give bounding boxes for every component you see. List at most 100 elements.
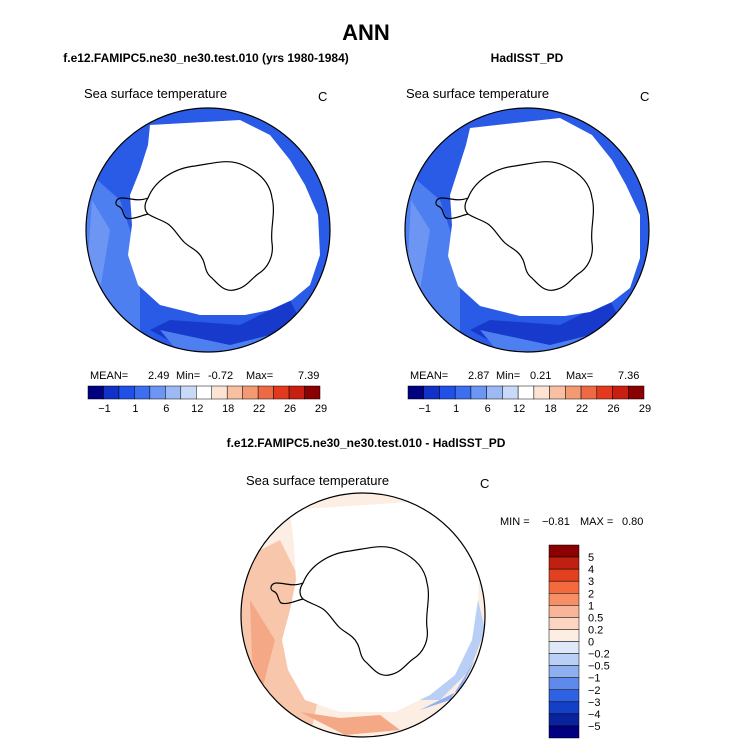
panel-obs-mean-label: MEAN= [410,370,448,382]
panel-diff-variable-label: Sea surface temperature [246,473,389,488]
colorbar-model-swatch [180,385,197,400]
panel-model-mean-label: MEAN= [90,370,128,382]
colorbar-diff-tick-label: 0.2 [588,624,603,636]
colorbar-model-swatch [288,385,305,400]
panel-diff-title: f.e12.FAMIPC5.ne30_ne30.test.010 - HadIS… [227,436,506,450]
colorbar-model-swatch [211,385,228,400]
panel-model-max: 7.39 [298,370,319,382]
colorbar-model-swatch [149,385,166,400]
colorbar-model-tick-label: −1 [98,403,111,415]
colorbar-diff-swatch [548,629,580,642]
colorbar-obs-swatch [423,385,440,400]
colorbar-obs-tick-label: 12 [513,403,525,415]
colorbar-obs-swatch [439,385,456,400]
diff-min-label: MIN = [500,516,530,528]
colorbar-obs-swatch [407,385,424,400]
colorbar-obs-swatch [486,385,503,400]
colorbar-diff-swatch [548,641,580,654]
colorbar-obs-tick-label: −1 [418,403,431,415]
colorbar-diff-swatch [548,653,580,666]
panel-obs-max: 7.36 [618,370,639,382]
colorbar-diff-tick-label: −1 [588,673,601,685]
colorbar-obs-tick-label: 6 [485,403,491,415]
colorbar-model-tick-label: 18 [222,403,234,415]
colorbar-obs-swatch [533,385,550,400]
panel-diff-unit: C [480,476,489,491]
panel-model-title: f.e12.FAMIPC5.ne30_ne30.test.010 (yrs 19… [63,51,349,65]
colorbar-obs-swatch [454,385,472,400]
colorbar-diff-tick-label: 4 [588,564,594,576]
colorbar-model-tick-label: 12 [191,403,203,415]
colorbar-diff-tick-label: −2 [588,685,601,697]
colorbar-model-swatch [118,385,135,400]
colorbar-diff-tick-label: 0.5 [588,612,603,624]
panel-model-mean: 2.49 [148,370,169,382]
colorbar-model-swatch [165,385,182,400]
colorbar-diff-tick-label: 1 [588,600,594,612]
panel-obs-min: 0.21 [530,370,551,382]
colorbar-model-swatch [196,385,212,400]
colorbar-model-swatch [87,385,104,400]
page-title: ANN [342,20,390,45]
panel-obs-mean: 2.87 [468,370,489,382]
colorbar-model-tick-label: 1 [132,403,138,415]
colorbar-obs-tick-label: 26 [607,403,619,415]
colorbar-diff-tick-label: 2 [588,588,594,600]
diff-max: 0.80 [622,516,643,528]
colorbar-obs-tick-label: 29 [639,403,651,415]
panel-obs-min-label: Min= [496,370,520,382]
diff-min: −0.81 [542,516,570,528]
colorbar-obs-swatch [502,385,519,400]
colorbar-model-swatch [257,385,274,400]
colorbar-obs-swatch [517,385,535,400]
colorbar-diff-tick-label: −0.5 [588,661,610,673]
colorbar-obs-swatch [565,385,582,400]
colorbar-model-tick-label: 22 [253,403,265,415]
panel-diff-map [241,493,485,737]
colorbar-obs-tick-label: 22 [576,403,588,415]
panel-model-min-label: Min= [176,370,200,382]
colorbar-model-swatch [273,385,290,400]
panel-obs-title: HadISST_PD [491,51,564,65]
colorbar-diff-tick-label: 0 [588,637,594,649]
colorbar-diff-swatch [548,617,580,630]
colorbar-diff-swatch [548,605,580,618]
panel-model-min: -0.72 [208,370,233,382]
panel-model: f.e12.FAMIPC5.ne30_ne30.test.010 (yrs 19… [63,51,349,415]
panel-model-max-label: Max= [246,370,273,382]
colorbar-obs-swatch [612,385,629,400]
diff-max-label: MAX = [580,516,613,528]
panel-obs-max-label: Max= [566,370,593,382]
colorbar-diff-swatch [548,580,580,594]
colorbar-obs-swatch [628,385,645,400]
panel-model-colorbar: −1 1 6 12 18 22 26 29 [87,385,327,415]
panel-obs: HadISST_PD Sea surface temperature C MEA… [404,51,651,415]
colorbar-obs-swatch [549,385,566,400]
colorbar-diff-tick-label: 5 [588,552,594,564]
colorbar-diff-swatch [548,677,580,690]
colorbar-diff-tick-label: 3 [588,576,594,588]
colorbar-model-tick-label: 26 [284,403,296,415]
colorbar-obs-swatch [470,385,487,400]
colorbar-diff-swatch [548,665,580,678]
colorbar-diff-tick-label: −3 [588,697,601,709]
panel-model-map [86,108,330,352]
colorbar-model-tick-label: 6 [163,403,169,415]
colorbar-model-tick-label: 29 [315,403,327,415]
colorbar-diff-tick-label: −0.2 [588,649,610,661]
colorbar-diff-swatch [548,689,580,703]
colorbar-diff-swatch [548,713,580,727]
colorbar-model-swatch [242,385,259,400]
colorbar-obs-swatch [596,385,613,400]
colorbar-diff-swatch [548,593,580,606]
colorbar-obs-tick-label: 1 [453,403,459,415]
panel-model-variable-label: Sea surface temperature [84,86,227,101]
panel-obs-unit: C [640,89,649,104]
colorbar-diff-swatch [548,544,580,558]
colorbar-diff-swatch [548,556,580,570]
panel-obs-variable-label: Sea surface temperature [406,86,549,101]
colorbar-model-swatch [226,385,243,400]
colorbar-diff-tick-label: −4 [588,709,601,721]
